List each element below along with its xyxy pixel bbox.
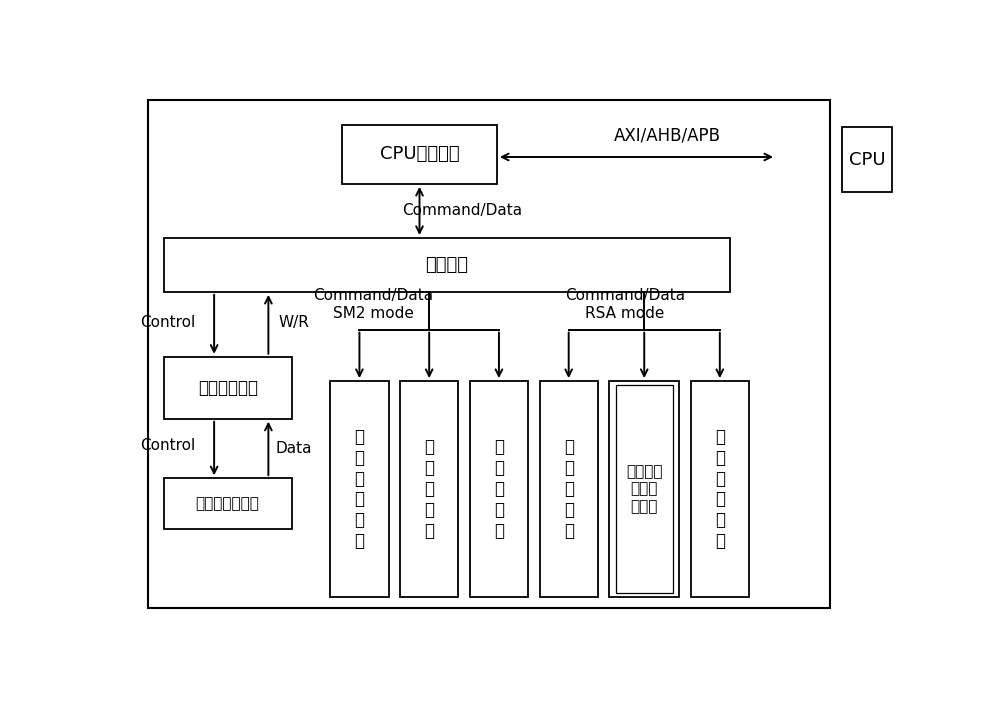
Bar bbox=[616, 386, 673, 592]
Bar bbox=[842, 128, 892, 192]
Bar bbox=[342, 125, 497, 184]
Text: Control: Control bbox=[140, 438, 195, 454]
Text: 主控模块: 主控模块 bbox=[425, 256, 468, 274]
Bar bbox=[164, 357, 292, 418]
Text: CPU: CPU bbox=[849, 151, 885, 169]
Bar bbox=[540, 381, 598, 597]
Bar bbox=[164, 478, 292, 529]
Text: W/R: W/R bbox=[279, 315, 309, 330]
Text: CPU接口模块: CPU接口模块 bbox=[380, 145, 459, 163]
Bar bbox=[691, 381, 749, 597]
Bar bbox=[609, 381, 679, 597]
Text: Data: Data bbox=[276, 441, 312, 456]
Bar bbox=[470, 381, 528, 597]
Text: 模
运
算
模
块: 模 运 算 模 块 bbox=[424, 438, 434, 540]
Text: 点
乘
运
算
模
块: 点 乘 运 算 模 块 bbox=[354, 428, 364, 550]
Text: 随机数发生模块: 随机数发生模块 bbox=[196, 496, 260, 511]
Text: 密钥产生模块: 密钥产生模块 bbox=[198, 379, 258, 397]
Text: Command/Data
SM2 mode: Command/Data SM2 mode bbox=[313, 288, 433, 320]
Text: Command/Data: Command/Data bbox=[402, 203, 522, 219]
Bar bbox=[164, 238, 730, 292]
Text: 加
法
器
模
块: 加 法 器 模 块 bbox=[494, 438, 504, 540]
Bar bbox=[330, 381, 388, 597]
Text: 寄存器组
共用的
寄存器: 寄存器组 共用的 寄存器 bbox=[626, 464, 662, 514]
Text: AXI/AHB/APB: AXI/AHB/APB bbox=[614, 126, 721, 144]
Text: 乘
法
器
模
块: 乘 法 器 模 块 bbox=[564, 438, 574, 540]
Bar bbox=[400, 381, 458, 597]
Bar bbox=[148, 100, 830, 608]
Text: Command/Data
RSA mode: Command/Data RSA mode bbox=[565, 288, 685, 320]
Text: Control: Control bbox=[140, 315, 195, 330]
Text: 模
幂
运
算
模
块: 模 幂 运 算 模 块 bbox=[715, 428, 725, 550]
